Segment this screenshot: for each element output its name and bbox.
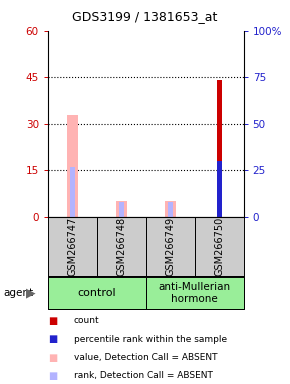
Text: value, Detection Call = ABSENT: value, Detection Call = ABSENT <box>74 353 218 362</box>
Text: anti-Mullerian
hormone: anti-Mullerian hormone <box>159 282 231 304</box>
Text: ■: ■ <box>48 353 57 362</box>
Text: percentile rank within the sample: percentile rank within the sample <box>74 334 227 344</box>
Text: count: count <box>74 316 99 325</box>
Bar <box>217 161 222 217</box>
Bar <box>97 217 146 276</box>
Bar <box>116 202 127 217</box>
Bar <box>70 167 75 217</box>
Bar <box>217 80 222 217</box>
Bar <box>168 202 173 217</box>
Bar <box>146 217 195 276</box>
Bar <box>67 114 78 217</box>
Text: ■: ■ <box>48 371 57 381</box>
Text: ■: ■ <box>48 334 57 344</box>
Bar <box>48 217 97 276</box>
Text: GSM266750: GSM266750 <box>214 217 224 276</box>
Text: agent: agent <box>3 288 33 298</box>
Text: GSM266748: GSM266748 <box>116 217 126 276</box>
Bar <box>165 202 175 217</box>
Text: GDS3199 / 1381653_at: GDS3199 / 1381653_at <box>72 10 218 23</box>
Text: ▶: ▶ <box>26 286 35 299</box>
Text: ■: ■ <box>48 316 57 326</box>
Bar <box>195 217 244 276</box>
Bar <box>146 276 244 309</box>
Text: rank, Detection Call = ABSENT: rank, Detection Call = ABSENT <box>74 371 213 381</box>
Text: control: control <box>77 288 116 298</box>
Text: GSM266749: GSM266749 <box>165 217 175 276</box>
Text: GSM266747: GSM266747 <box>67 217 77 276</box>
Bar <box>48 276 146 309</box>
Bar <box>119 202 124 217</box>
